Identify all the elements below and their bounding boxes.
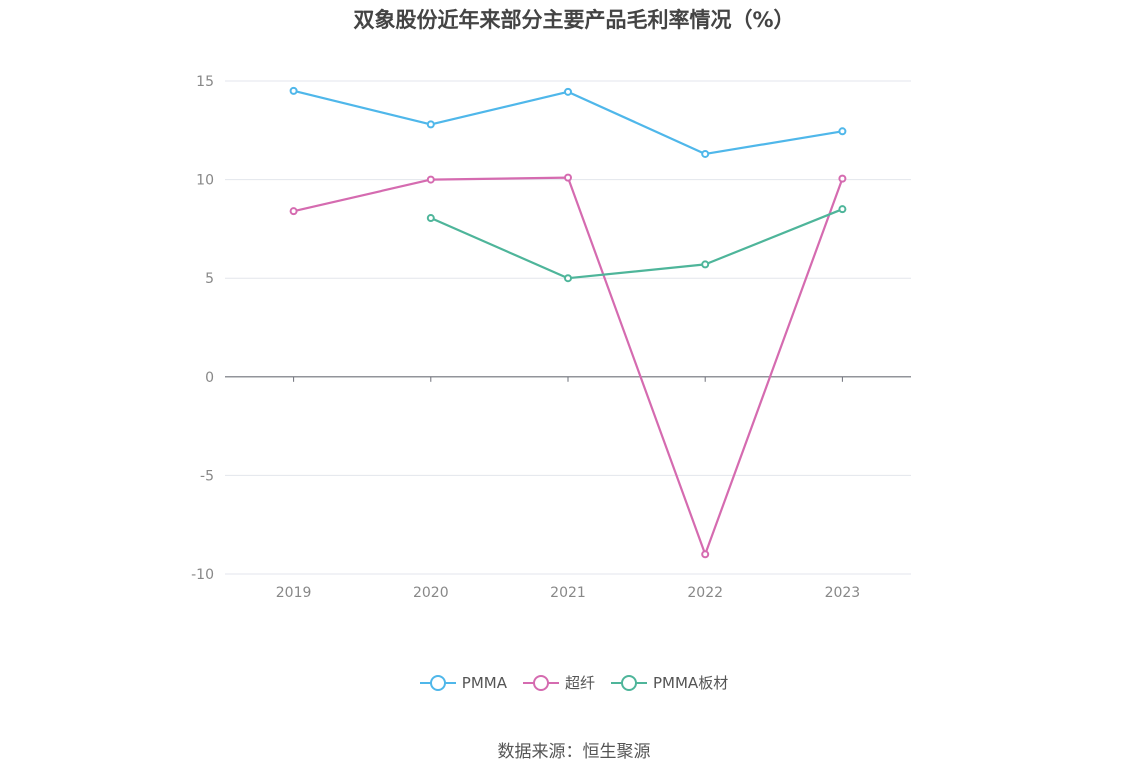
x-tick-label: 2021 xyxy=(550,585,586,601)
data-point xyxy=(564,173,572,182)
legend-item-pmma-sheet[interactable]: PMMA板材 xyxy=(611,672,728,693)
legend-marker-icon xyxy=(611,674,647,692)
y-tick-label: 10 xyxy=(196,173,214,189)
chart-title: 双象股份近年来部分主要产品毛利率情况（%） xyxy=(353,8,795,32)
data-point xyxy=(289,86,298,95)
legend-label: 超纤 xyxy=(564,674,595,692)
legend-item-chaoxian[interactable]: 超纤 xyxy=(522,672,595,693)
axis-layer: 15 10 5 0 -5 -10 2019 2020 2021 2022 2023 xyxy=(191,74,911,601)
x-tick-label: 2019 xyxy=(276,585,312,601)
data-point xyxy=(426,120,435,129)
data-point xyxy=(564,274,572,283)
line-chart: 15 10 5 0 -5 -10 2019 2020 2021 2022 2023 xyxy=(191,74,911,601)
grid-layer xyxy=(225,80,911,575)
data-point xyxy=(426,214,435,223)
legend-marker-icon xyxy=(522,674,559,692)
series-line xyxy=(293,176,844,556)
data-point xyxy=(701,149,710,158)
y-tick-label: 15 xyxy=(196,74,214,90)
data-point xyxy=(564,87,572,96)
data-point xyxy=(426,175,435,184)
y-tick-label: 5 xyxy=(205,271,214,287)
series-line xyxy=(430,208,843,280)
legend-label: PMMA xyxy=(461,673,507,692)
legend: PMMA 超纤 PMMA板材 xyxy=(0,672,1148,693)
y-tick-label: 0 xyxy=(205,370,214,386)
source-note: 数据来源：恒生聚源 xyxy=(497,742,651,762)
data-point xyxy=(289,207,298,216)
x-tick-label: 2020 xyxy=(413,585,449,601)
data-point xyxy=(838,174,847,183)
x-tick-label: 2022 xyxy=(687,585,723,601)
data-point xyxy=(838,205,847,214)
series-layer xyxy=(289,86,847,559)
x-tick-label: 2023 xyxy=(825,585,861,601)
data-point xyxy=(701,260,710,269)
data-point xyxy=(701,550,710,559)
y-tick-label: -10 xyxy=(191,567,214,583)
y-tick-label: -5 xyxy=(200,468,214,484)
legend-item-pmma[interactable]: PMMA xyxy=(419,673,507,692)
series-line xyxy=(293,89,843,156)
legend-marker-icon xyxy=(419,674,456,692)
legend-label: PMMA板材 xyxy=(653,674,729,692)
data-point xyxy=(838,127,847,136)
